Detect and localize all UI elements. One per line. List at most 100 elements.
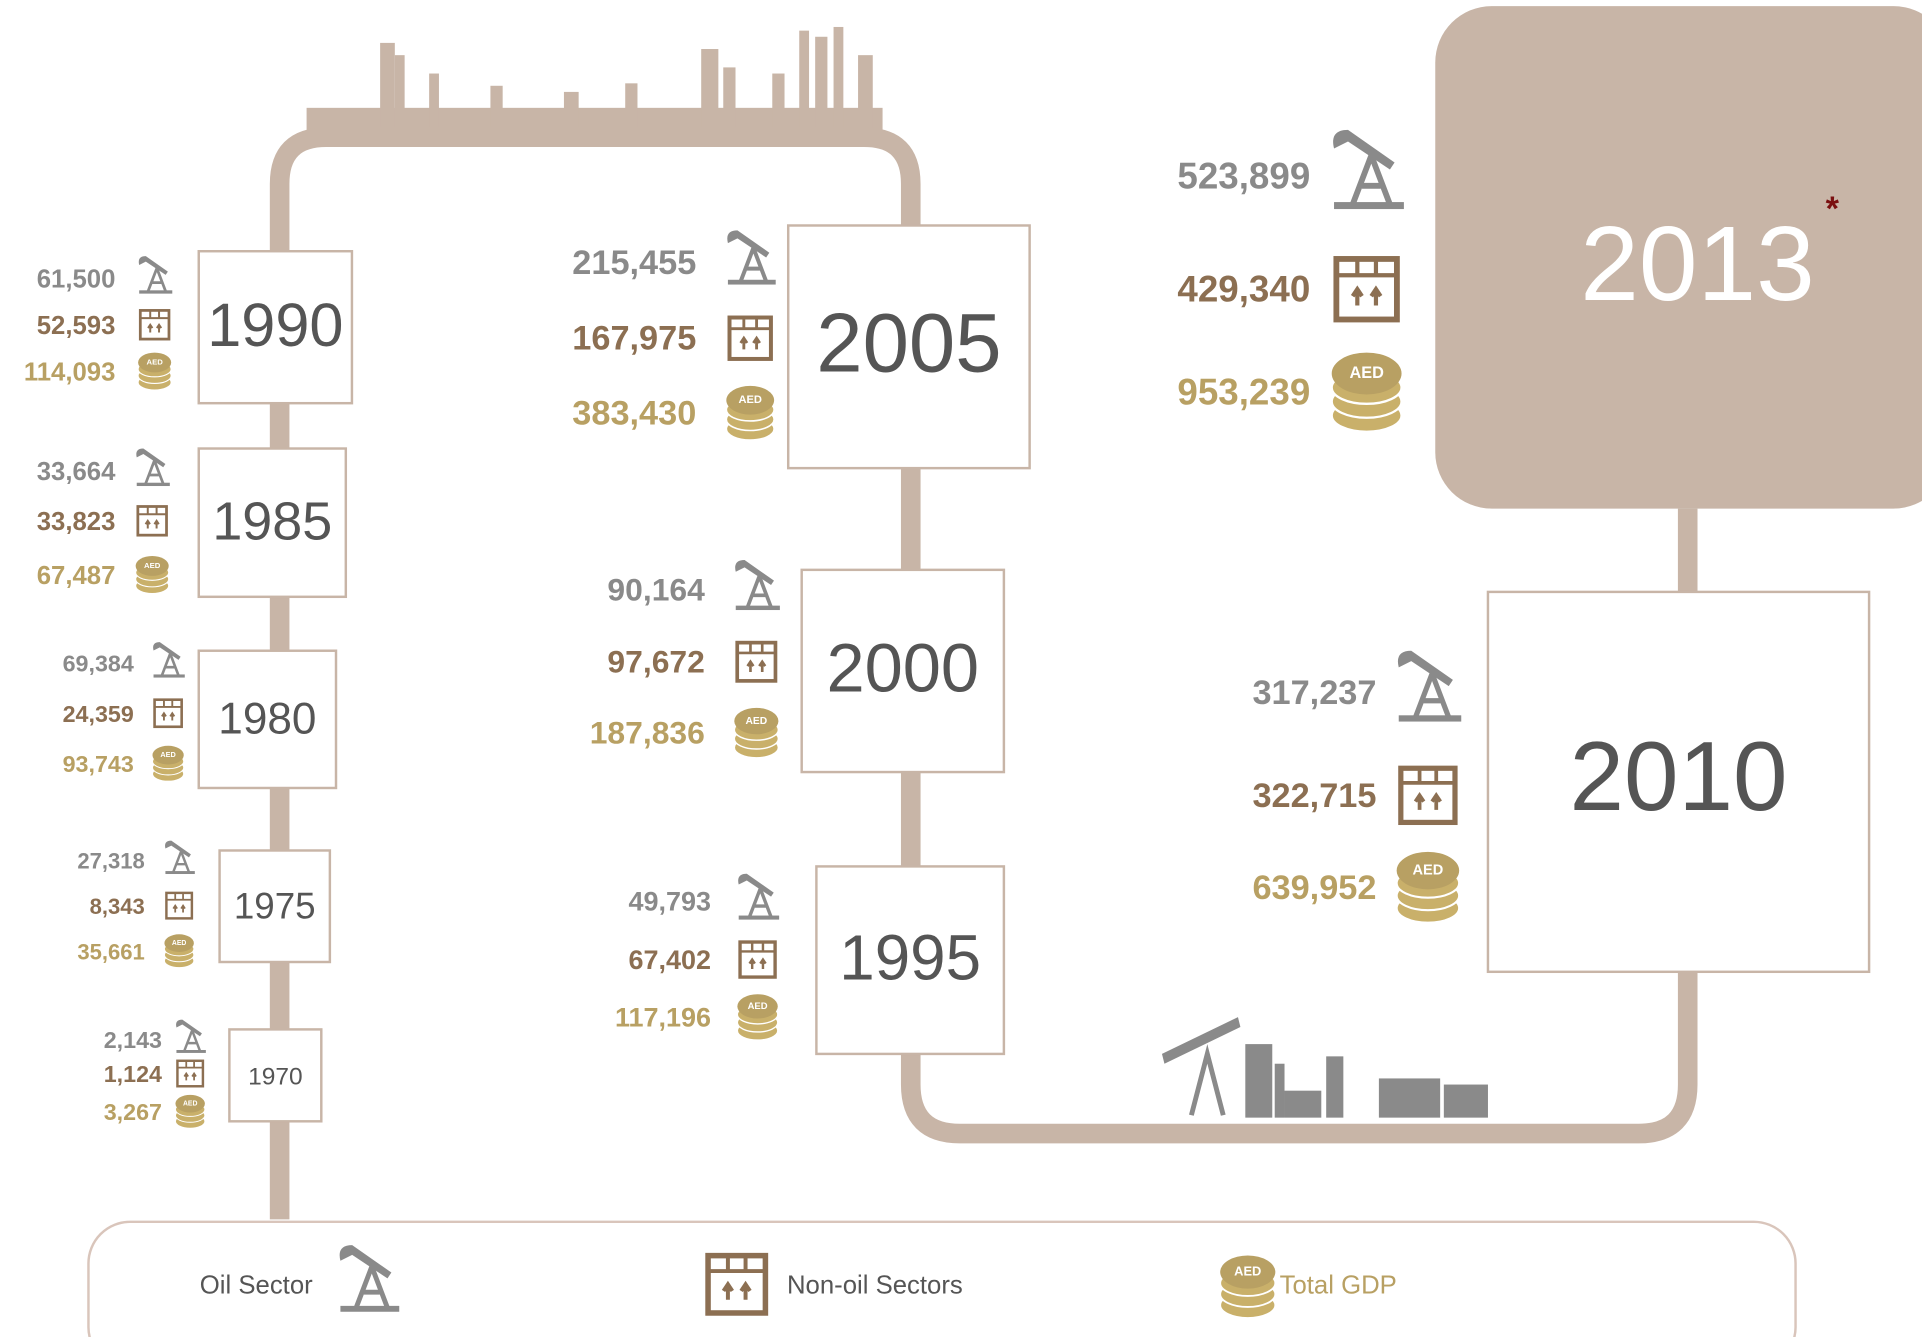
box (708, 1256, 765, 1313)
value-total: 67,487 (37, 562, 116, 590)
legend-total: Total GDP (1280, 1272, 1397, 1300)
year: 1990 (207, 291, 343, 359)
non-oil-icon (737, 643, 775, 681)
oil-icon (176, 1020, 206, 1053)
pump-base (340, 1306, 399, 1312)
non-oil-icon (138, 506, 167, 535)
pump-beam (153, 642, 180, 660)
pump-beam (1333, 130, 1394, 170)
infographic: * Oil Sector Non-oil Sectors Total GDP A… (0, 0, 1922, 1337)
year: 2013 (1580, 206, 1814, 323)
pump-beam (340, 1245, 392, 1278)
pump-base (739, 916, 779, 920)
value-non-oil: 167,975 (572, 320, 696, 358)
value-non-oil: 322,715 (1252, 777, 1376, 815)
coin-label: AED (738, 394, 762, 406)
coin-label: AED (146, 358, 163, 367)
year: 1975 (234, 885, 316, 926)
total-icon: AED (1397, 852, 1459, 923)
non-oil-icon (177, 1061, 202, 1086)
box (730, 318, 771, 359)
industry-skyline (1162, 1017, 1488, 1117)
value-oil: 523,899 (1177, 156, 1310, 197)
coin-label: AED (1349, 364, 1384, 382)
oil-icon (153, 642, 185, 677)
year: 2010 (1569, 721, 1787, 831)
non-oil-icon (730, 318, 771, 359)
value-oil: 27,318 (77, 849, 144, 874)
non-oil-icon (740, 942, 775, 977)
pump-beam (738, 874, 774, 897)
box (166, 893, 191, 918)
value-non-oil: 97,672 (607, 644, 704, 680)
value-total: 953,239 (1177, 371, 1310, 412)
year: 1980 (218, 694, 316, 743)
total-icon: AED (726, 386, 774, 440)
non-oil-icon (1401, 768, 1455, 822)
value-oil: 69,384 (63, 651, 134, 677)
legend-oil: Oil Sector (200, 1272, 313, 1300)
pump-beam (165, 841, 191, 858)
non-oil-icon (1336, 259, 1397, 320)
value-oil: 317,237 (1252, 674, 1376, 712)
value-total: 93,743 (63, 751, 134, 777)
value-non-oil: 8,343 (90, 894, 145, 919)
coin-label: AED (748, 1000, 768, 1011)
value-oil: 2,143 (104, 1027, 162, 1053)
total-icon: AED (138, 353, 171, 390)
pump-base (137, 483, 170, 486)
value-non-oil: 52,593 (37, 312, 116, 340)
box (737, 643, 775, 681)
total-icon: AED (734, 708, 778, 758)
value-total: 383,430 (572, 395, 696, 433)
total-icon: AED (737, 994, 777, 1040)
coin-label: AED (183, 1100, 198, 1107)
coin-label: AED (1234, 1263, 1261, 1278)
non-oil-icon (708, 1256, 765, 1313)
value-total: 35,661 (77, 939, 144, 964)
coin-label: AED (144, 561, 161, 570)
value-total: 639,952 (1252, 869, 1376, 907)
total-icon: AED (136, 556, 169, 593)
box (740, 942, 775, 977)
value-non-oil: 24,359 (63, 701, 134, 727)
value-non-oil: 67,402 (629, 945, 711, 975)
skyline (307, 27, 883, 132)
value-total: 117,196 (615, 1003, 711, 1033)
value-non-oil: 429,340 (1177, 268, 1310, 309)
box (1401, 768, 1455, 822)
pump-base (165, 871, 194, 874)
non-oil-icon (166, 893, 191, 918)
non-oil-icon (155, 700, 182, 727)
pump-beam (727, 230, 769, 257)
oil-icon (139, 256, 173, 293)
pump-base (154, 674, 185, 677)
oil-icon (735, 560, 780, 610)
value-non-oil: 33,823 (37, 508, 116, 536)
year: 1970 (248, 1063, 303, 1090)
oil-icon (738, 874, 779, 920)
year: 2000 (826, 630, 979, 707)
legend-non-oil: Non-oil Sectors (787, 1272, 963, 1300)
box (1336, 259, 1397, 320)
pump-base (1399, 715, 1461, 721)
pump-beam (176, 1020, 202, 1037)
value-total: 3,267 (104, 1099, 162, 1125)
value-non-oil: 1,124 (104, 1061, 162, 1087)
year: 1985 (212, 491, 332, 551)
box (177, 1061, 202, 1086)
total-icon: AED (164, 934, 193, 967)
pump-base (1334, 202, 1404, 209)
pump-base (736, 606, 780, 610)
coin-label: AED (745, 716, 767, 727)
box (155, 700, 182, 727)
year: 2005 (816, 296, 1001, 389)
value-total: 114,093 (24, 359, 116, 387)
year: 1995 (839, 921, 981, 993)
oil-icon (340, 1245, 400, 1312)
box (140, 310, 169, 339)
pump-beam (735, 560, 774, 585)
pump-base (728, 280, 776, 285)
oil-icon (727, 230, 775, 284)
box (138, 506, 167, 535)
